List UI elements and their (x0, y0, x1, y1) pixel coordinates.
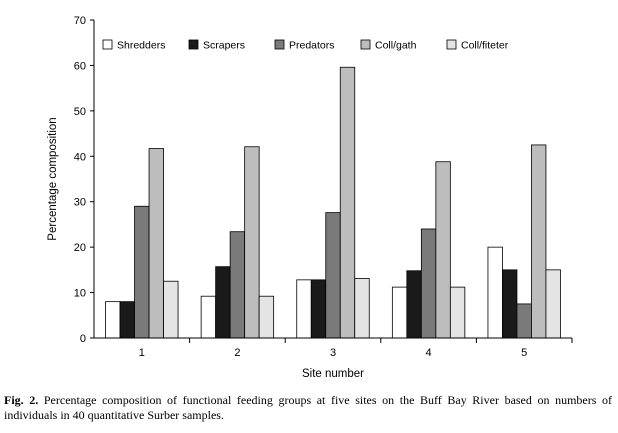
legend-label: Scrapers (203, 40, 245, 52)
bar-scrapers-site-2 (215, 266, 231, 339)
x-axis-title: Site number (302, 368, 364, 380)
legend-label: Shredders (117, 40, 165, 52)
x-ticks-group: 1 2 3 4 5 (139, 338, 573, 359)
legend-swatch (188, 39, 199, 50)
bar-coll-gath-site-5 (531, 144, 547, 339)
y-tick-label: 0 (80, 333, 86, 345)
caption-text: Percentage composition of functional fee… (4, 393, 612, 422)
y-tick-label: 70 (74, 15, 86, 27)
bar-coll-fiteter-site-2 (258, 295, 275, 339)
y-tick-label: 20 (74, 242, 86, 254)
x-tick-label: 4 (426, 347, 432, 359)
bars-group (105, 66, 561, 339)
y-tick-label: 40 (74, 151, 86, 163)
bar-scrapers-site-5 (502, 269, 518, 339)
bar-predators-site-5 (516, 303, 532, 339)
bar-predators-site-1 (134, 205, 150, 339)
bar-shredders-site-3 (296, 279, 312, 339)
bar-predators-site-2 (229, 231, 246, 339)
legend: Shredders Scrapers Predators Coll/gath Coll/… (102, 39, 509, 52)
y-tick-label: 10 (74, 288, 86, 300)
bar-scrapers-site-4 (406, 270, 422, 339)
bar-coll-gath-site-1 (148, 148, 164, 339)
legend-swatch (446, 39, 457, 50)
x-tick-label: 2 (234, 347, 240, 359)
bar-predators-site-4 (420, 228, 437, 339)
bar-scrapers-site-1 (119, 301, 135, 339)
x-tick-label: 3 (330, 347, 336, 359)
legend-swatch (102, 39, 113, 50)
y-tick-label: 30 (74, 197, 86, 209)
legend-label: Coll/gath (375, 40, 417, 52)
y-ticks-group: 0 10 20 30 40 50 60 70 (74, 15, 94, 345)
bar-shredders-site-2 (200, 295, 217, 339)
legend-label: Predators (289, 40, 335, 52)
bar-coll-fiteter-site-1 (163, 280, 179, 339)
bar-coll-gath-site-3 (339, 66, 356, 339)
legend-swatch (360, 39, 371, 50)
y-axis-title: Percentage composition (47, 117, 59, 240)
x-tick-label: 1 (139, 347, 145, 359)
bar-coll-gath-site-4 (435, 161, 451, 339)
bar-predators-site-3 (325, 212, 341, 339)
figure-caption: Fig. 2. Percentage composition of functi… (4, 393, 612, 423)
bar-shredders-site-4 (391, 286, 408, 339)
bar-coll-fiteter-site-3 (354, 278, 370, 339)
x-tick-label: 5 (521, 347, 527, 359)
bar-coll-fiteter-site-4 (449, 286, 466, 339)
bar-coll-gath-site-2 (244, 146, 260, 339)
legend-label: Coll/fiteter (461, 40, 509, 52)
bar-scrapers-site-3 (310, 279, 327, 339)
bar-shredders-site-5 (487, 246, 503, 339)
y-tick-label: 60 (74, 60, 86, 72)
legend-swatch (274, 39, 285, 50)
y-tick-label: 50 (74, 106, 86, 118)
bar-coll-fiteter-site-5 (545, 269, 561, 339)
caption-label: Fig. 2. (4, 393, 39, 407)
bar-chart: 0 10 20 30 40 50 60 70 1 2 3 4 5 Percentage composi… (47, 15, 573, 380)
bar-shredders-site-1 (105, 301, 121, 339)
